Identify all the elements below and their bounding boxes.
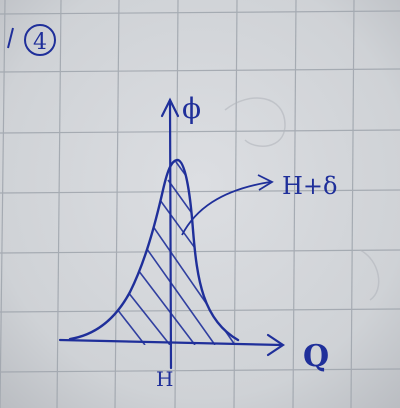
annotation-arrow bbox=[181, 181, 271, 236]
x-axis-arrow bbox=[266, 333, 285, 357]
section-number-marker: 4 bbox=[7, 24, 56, 56]
y-axis-arrow bbox=[160, 97, 180, 118]
axes bbox=[58, 97, 285, 370]
bleed-through-marks bbox=[224, 97, 380, 301]
annotation-arrowhead bbox=[257, 174, 274, 191]
peak-label: H bbox=[156, 367, 173, 391]
distribution-curve bbox=[68, 158, 240, 342]
section-number: 4 bbox=[33, 30, 47, 55]
y-axis bbox=[168, 98, 173, 370]
y-axis-label: ϕ bbox=[182, 92, 201, 125]
x-axis-label: Q bbox=[303, 339, 329, 374]
annotation-label: H+δ bbox=[282, 172, 338, 200]
